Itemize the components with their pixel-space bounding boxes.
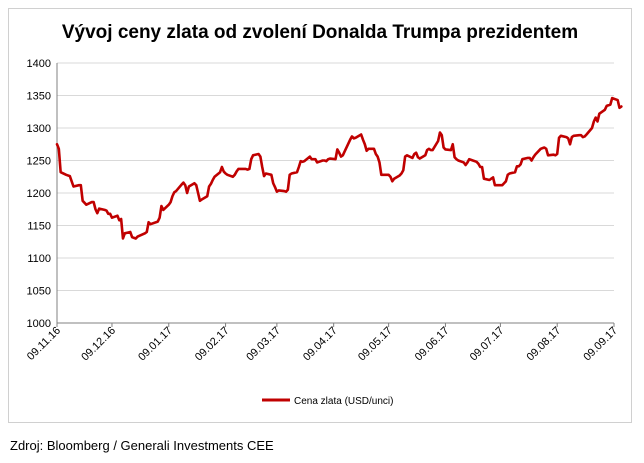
x-tick-label: 09.07.17 [468,325,507,364]
x-tick-label: 09.08.17 [525,325,564,364]
series-line [55,96,623,240]
x-tick-label: 09.12.16 [79,325,118,364]
x-axis: 09.11.16 09.12.16 09.01.17 09.02.17 09.03.17… [25,322,620,364]
y-tick-label: 1300 [27,123,51,135]
x-tick-label: 09.05.17 [356,325,395,364]
y-tick-label: 1000 [27,318,51,330]
legend-label: Cena zlata (USD/unci) [294,396,393,407]
x-tick-label: 09.09.17 [581,325,620,364]
x-tick-label: 09.06.17 [413,325,452,364]
y-tick-label: 1350 [27,91,51,103]
y-tick-label: 1200 [27,188,51,200]
x-tick-label: 09.01.17 [136,325,175,364]
series-group [55,96,623,240]
y-tick-label: 1100 [27,253,51,265]
y-tick-label: 1400 [27,58,51,70]
chart-title: Vývoj ceny zlata od zvolení Donalda Trum… [61,22,579,43]
y-tick-label: 1050 [27,286,51,298]
gridlines [57,62,614,324]
x-tick-label: 09.03.17 [244,325,283,364]
x-tick-label: 09.02.17 [193,325,232,364]
y-tick-label: 1250 [27,156,51,168]
y-tick-label: 1150 [27,221,51,233]
y-axis: 1000 1050 1100 1150 1200 1250 1300 1350 1400 [27,58,58,330]
x-tick-label: 09.11.16 [25,325,63,363]
x-tick-label: 09.04.17 [301,325,340,364]
legend: Cena zlata (USD/unci) [262,396,393,407]
source-note: Zdroj: Bloomberg / Generali Investments … [10,438,274,453]
